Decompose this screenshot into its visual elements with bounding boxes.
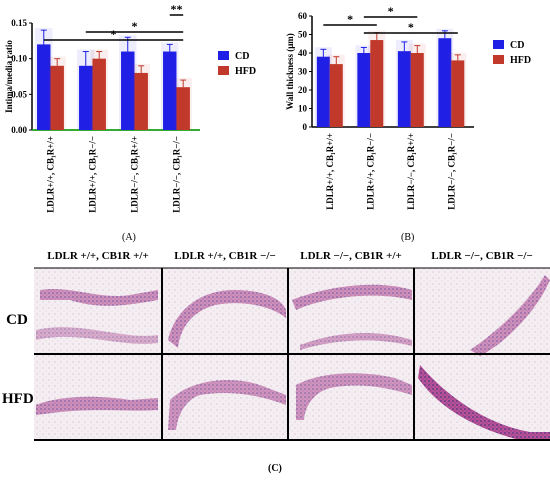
significance-label: *	[110, 27, 116, 41]
category-label: LDLR+/+, CB₁R+/+	[45, 136, 55, 213]
category-label: LDLR+/+, CB₁R+/+	[325, 133, 335, 210]
bar-hfd	[176, 87, 190, 130]
significance-label: *	[388, 4, 394, 18]
column-header-3: LDLR −/−, CB1R +/+	[300, 250, 402, 262]
legend-label: CD	[510, 40, 524, 51]
bar-hfd	[370, 40, 384, 127]
column-header-2: LDLR +/+, CB1R −/−	[174, 250, 276, 262]
legend-label: HFD	[510, 55, 531, 66]
y-tick-label: 40	[298, 48, 308, 58]
y-tick-label: 0.00	[11, 125, 27, 135]
panel-label-b: (B)	[401, 232, 415, 243]
legend-label: HFD	[235, 66, 256, 77]
bar-hfd	[451, 60, 465, 127]
significance-label: *	[131, 19, 137, 33]
category-label: LDLR+/+, CB₁R−/−	[87, 136, 97, 213]
category-label: LDLR−/−, CB₁R+/+	[129, 136, 139, 213]
significance-label: **	[170, 2, 182, 16]
y-tick-label: 20	[298, 85, 308, 95]
legend-swatch	[218, 66, 229, 75]
y-tick-label: 30	[298, 67, 308, 77]
bar-cd	[316, 56, 330, 128]
bar-hfd	[50, 65, 64, 130]
category-label: LDLR−/−, CB₁R−/−	[446, 133, 456, 210]
bar-cd	[438, 38, 452, 128]
bar-cd	[37, 44, 51, 130]
legend-swatch	[493, 55, 504, 64]
bar-hfd	[410, 53, 424, 127]
y-tick-label: 10	[298, 104, 308, 114]
y-tick-label: 0.05	[11, 89, 27, 99]
y-tick-label: 0.15	[11, 18, 27, 28]
bar-hfd	[329, 64, 343, 127]
category-label: LDLR+/+, CB₁R−/−	[365, 133, 375, 210]
y-axis-label: Intima/media ratio	[4, 40, 14, 113]
legend-swatch	[493, 40, 504, 49]
row-header-cd: CD	[6, 312, 28, 328]
bar-cd	[397, 51, 411, 127]
bar-cd	[79, 65, 93, 130]
column-header-1: LDLR +/+, CB1R +/+	[47, 250, 149, 262]
category-label: LDLR−/−, CB₁R−/−	[171, 136, 181, 213]
bar-cd	[163, 51, 177, 130]
panel-label-c: (C)	[268, 463, 282, 474]
legend-swatch	[218, 51, 229, 60]
y-tick-label: 0.10	[11, 54, 27, 64]
row-header-hfd: HFD	[2, 391, 34, 407]
y-tick-label: 0	[303, 122, 308, 132]
legend-label: CD	[235, 51, 249, 62]
category-label: LDLR−/−, CB₁R+/+	[406, 133, 416, 210]
y-tick-label: 60	[298, 11, 308, 21]
bar-hfd	[92, 58, 106, 130]
y-tick-label: 50	[298, 30, 308, 40]
significance-label: *	[408, 20, 414, 34]
significance-label: *	[347, 12, 353, 26]
chart-b: 0 10 20 30 40 50 60 Wall thickness (μm) LDLR+/+,…	[285, 4, 531, 210]
chart-a: 0.00 0.05 0.10 0.15 Intima/media ratio LDLR+/…	[4, 2, 256, 213]
column-header-4: LDLR −/−, CB1R −/−	[431, 250, 533, 262]
panel-label-a: (A)	[122, 232, 136, 243]
y-axis-label: Wall thickness (μm)	[285, 33, 295, 110]
bar-hfd	[134, 72, 148, 130]
bar-cd	[121, 51, 135, 130]
bar-cd	[357, 53, 371, 127]
